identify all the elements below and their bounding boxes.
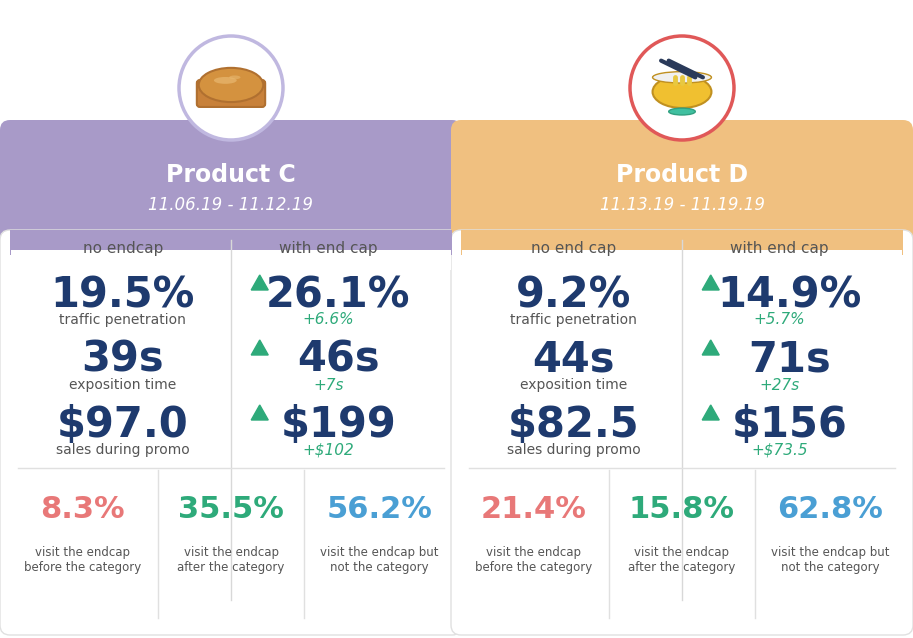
Polygon shape bbox=[251, 275, 268, 290]
Circle shape bbox=[179, 36, 283, 140]
Text: 44s: 44s bbox=[532, 339, 615, 381]
Text: 15.8%: 15.8% bbox=[629, 496, 735, 524]
Text: visit the endcap but
not the category: visit the endcap but not the category bbox=[320, 546, 438, 574]
Text: visit the endcap
after the category: visit the endcap after the category bbox=[177, 546, 285, 574]
Text: Product D: Product D bbox=[616, 163, 748, 187]
Text: visit the endcap
before the category: visit the endcap before the category bbox=[25, 546, 142, 574]
Ellipse shape bbox=[214, 77, 236, 84]
Text: 56.2%: 56.2% bbox=[326, 496, 432, 524]
Text: traffic penetration: traffic penetration bbox=[59, 313, 186, 327]
Text: no end cap: no end cap bbox=[531, 241, 616, 255]
Circle shape bbox=[630, 36, 734, 140]
Text: 35.5%: 35.5% bbox=[178, 496, 284, 524]
Text: exposition time: exposition time bbox=[69, 378, 176, 392]
Text: +$102: +$102 bbox=[302, 443, 354, 457]
Text: 11.13.19 - 11.19.19: 11.13.19 - 11.19.19 bbox=[600, 196, 764, 214]
Text: sales during promo: sales during promo bbox=[507, 443, 641, 457]
FancyBboxPatch shape bbox=[451, 120, 913, 275]
Ellipse shape bbox=[653, 76, 711, 108]
Text: 26.1%: 26.1% bbox=[266, 274, 411, 316]
Polygon shape bbox=[702, 405, 719, 420]
Ellipse shape bbox=[653, 71, 711, 83]
Text: $156: $156 bbox=[731, 404, 847, 446]
Polygon shape bbox=[702, 340, 719, 355]
Text: visit the endcap
after the category: visit the endcap after the category bbox=[628, 546, 736, 574]
Text: Product C: Product C bbox=[166, 163, 296, 187]
Text: $199: $199 bbox=[280, 404, 396, 446]
Text: 46s: 46s bbox=[297, 339, 380, 381]
Text: 19.5%: 19.5% bbox=[50, 274, 194, 316]
Text: sales during promo: sales during promo bbox=[56, 443, 190, 457]
Text: no endcap: no endcap bbox=[82, 241, 163, 255]
Ellipse shape bbox=[229, 75, 240, 79]
Text: 71s: 71s bbox=[748, 339, 831, 381]
Text: visit the endcap but
not the category: visit the endcap but not the category bbox=[771, 546, 889, 574]
Ellipse shape bbox=[668, 108, 696, 115]
Text: 14.9%: 14.9% bbox=[717, 274, 862, 316]
Text: exposition time: exposition time bbox=[520, 378, 627, 392]
Text: $97.0: $97.0 bbox=[57, 404, 189, 446]
Text: 21.4%: 21.4% bbox=[481, 496, 587, 524]
FancyBboxPatch shape bbox=[197, 80, 265, 107]
Polygon shape bbox=[702, 275, 719, 290]
Bar bbox=[462, 250, 902, 270]
Text: +$73.5: +$73.5 bbox=[750, 443, 808, 457]
Polygon shape bbox=[251, 405, 268, 420]
Text: traffic penetration: traffic penetration bbox=[510, 313, 637, 327]
Ellipse shape bbox=[199, 68, 263, 102]
Text: with end cap: with end cap bbox=[729, 241, 829, 255]
FancyBboxPatch shape bbox=[0, 230, 462, 635]
Bar bbox=[10, 230, 452, 255]
Text: 9.2%: 9.2% bbox=[516, 274, 632, 316]
Text: 11.06.19 - 11.12.19: 11.06.19 - 11.12.19 bbox=[149, 196, 313, 214]
FancyBboxPatch shape bbox=[0, 120, 462, 275]
Text: $82.5: $82.5 bbox=[508, 404, 639, 446]
Polygon shape bbox=[251, 340, 268, 355]
Bar bbox=[11, 250, 451, 270]
Text: +7s: +7s bbox=[313, 378, 343, 392]
Text: 62.8%: 62.8% bbox=[777, 496, 883, 524]
Text: with end cap: with end cap bbox=[279, 241, 378, 255]
Text: 8.3%: 8.3% bbox=[40, 496, 125, 524]
Text: +27s: +27s bbox=[759, 378, 800, 392]
FancyBboxPatch shape bbox=[451, 230, 913, 635]
Text: +6.6%: +6.6% bbox=[302, 313, 354, 327]
Text: visit the endcap
before the category: visit the endcap before the category bbox=[476, 546, 593, 574]
Text: 39s: 39s bbox=[81, 339, 164, 381]
Text: +5.7%: +5.7% bbox=[753, 313, 805, 327]
Bar bbox=[461, 230, 903, 255]
